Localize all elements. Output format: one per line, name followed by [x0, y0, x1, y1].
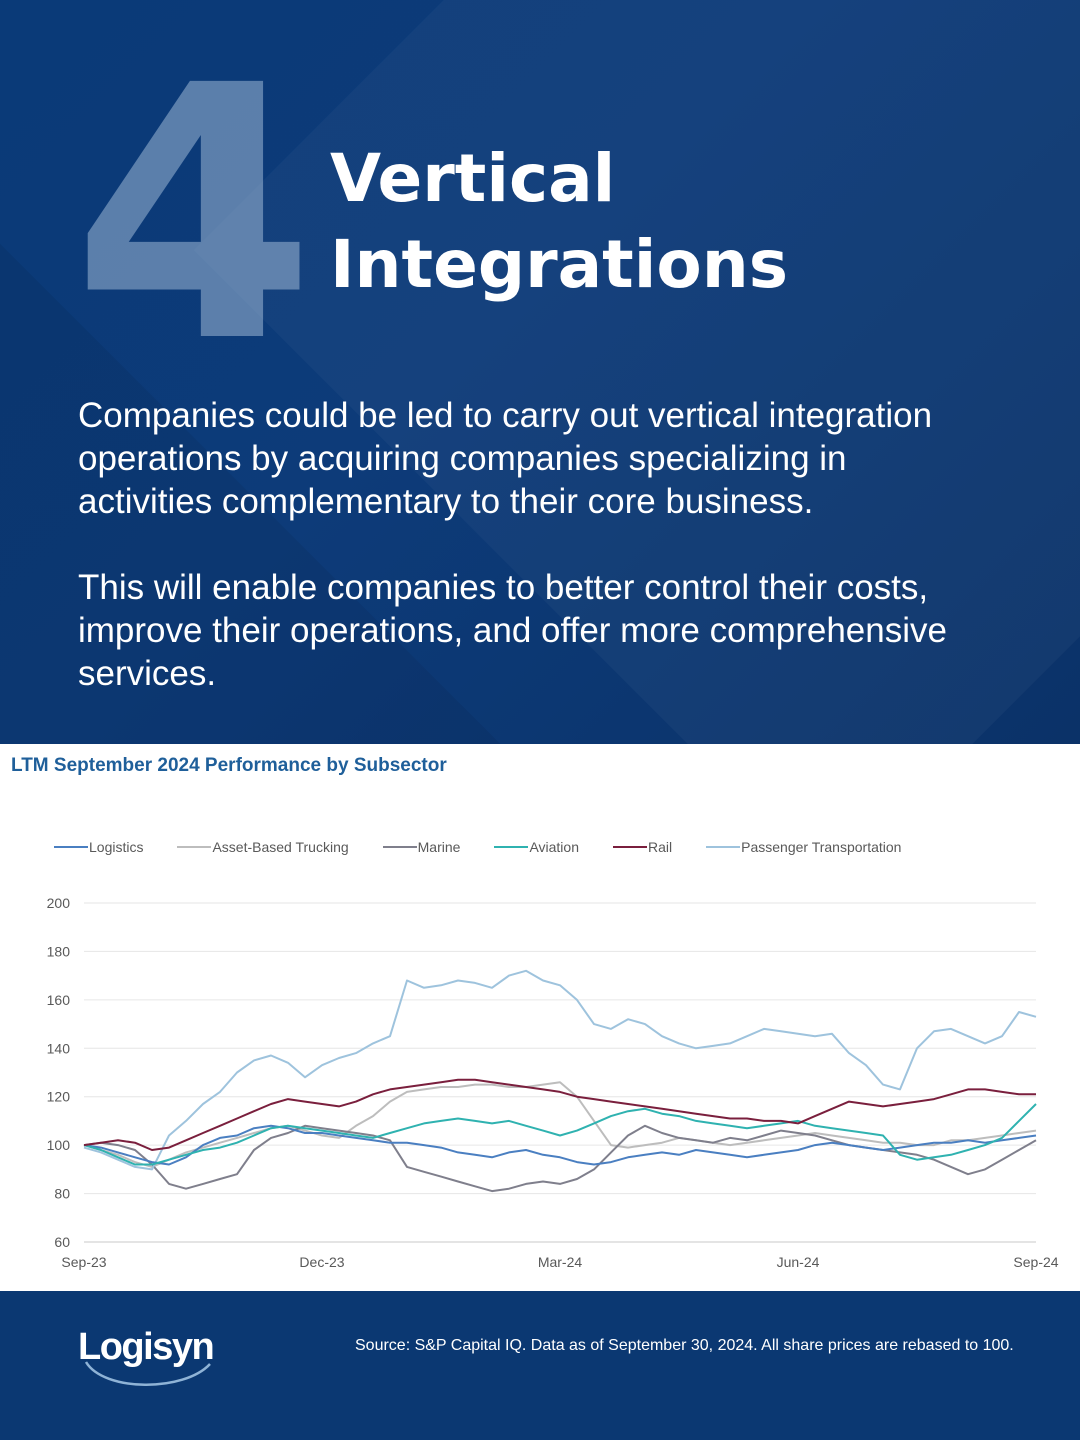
- legend-label: Logistics: [89, 839, 144, 855]
- legend-item: Logistics: [54, 839, 143, 855]
- section-number: 4: [72, 11, 316, 419]
- title-line-1: Vertical: [330, 140, 616, 217]
- benefit-paragraph: This will enable companies to better con…: [78, 568, 947, 693]
- legend-swatch: [382, 846, 417, 848]
- y-tick-label: 140: [47, 1040, 71, 1056]
- series-line-aviation: [83, 1103, 1037, 1166]
- hero-section: 4 Vertical Integrations Companies could …: [0, 0, 1080, 744]
- series-line-passenger-transportation: [83, 969, 1037, 1171]
- y-tick-label: 60: [54, 1234, 70, 1250]
- x-tick-label: Sep-24: [1013, 1254, 1058, 1270]
- legend-label: Asset-Based Trucking: [212, 839, 349, 855]
- y-tick-label: 120: [47, 1089, 71, 1105]
- legend-label: Rail: [648, 839, 673, 855]
- legend-swatch: [54, 846, 88, 848]
- x-tick-label: Dec-23: [299, 1254, 344, 1270]
- y-tick-label: 160: [47, 992, 71, 1008]
- page-title: Vertical Integrations: [330, 136, 788, 308]
- legend-item: Rail: [613, 839, 672, 855]
- series-line-logistics: [83, 1124, 1037, 1166]
- chart-legend: Logistics Asset-Based Trucking Marine Aviat…: [54, 839, 935, 855]
- logo-swoosh-icon: [84, 1361, 211, 1386]
- legend-label: Aviation: [529, 839, 579, 855]
- x-tick-label: Mar-24: [538, 1254, 583, 1270]
- y-tick-label: 200: [47, 895, 71, 911]
- legend-swatch: [613, 846, 647, 848]
- legend-item: Asset-Based Trucking: [177, 839, 349, 855]
- legend-label: Passenger Transportation: [741, 839, 902, 855]
- y-tick-label: 100: [47, 1137, 71, 1153]
- legend-swatch: [706, 846, 741, 848]
- series-line-rail: [83, 1078, 1036, 1151]
- x-tick-label: Jun-24: [777, 1254, 820, 1270]
- legend-label: Marine: [417, 839, 461, 855]
- legend-item: Marine: [382, 839, 461, 855]
- intro-paragraph: Companies could be led to carry out vert…: [78, 396, 933, 521]
- legend-item: Aviation: [494, 839, 579, 855]
- y-tick-label: 180: [47, 943, 71, 959]
- source-note: Source: S&P Capital IQ. Data as of Septe…: [355, 1337, 1014, 1354]
- legend-swatch: [494, 846, 529, 848]
- series-line-asset-based-trucking: [83, 1081, 1037, 1168]
- logo-text: Logisyn: [78, 1326, 215, 1368]
- chart-panel: LTM September 2024 Performance by Subsec…: [0, 744, 1080, 1291]
- y-tick-label: 80: [54, 1186, 70, 1202]
- x-tick-label: Sep-23: [61, 1254, 106, 1270]
- logisyn-logo: Logisyn: [78, 1326, 218, 1386]
- chart-title: LTM September 2024 Performance by Subsec…: [11, 755, 447, 776]
- footer: Logisyn Source: S&P Capital IQ. Data as …: [0, 1291, 1080, 1440]
- legend-item: Passenger Transportation: [706, 839, 901, 855]
- title-line-2: Integrations: [330, 226, 788, 303]
- line-chart: 60 80 100 120 140 160 180 200 Sep-23 Dec-23 Mar-24…: [47, 895, 1059, 1270]
- legend-swatch: [177, 846, 212, 848]
